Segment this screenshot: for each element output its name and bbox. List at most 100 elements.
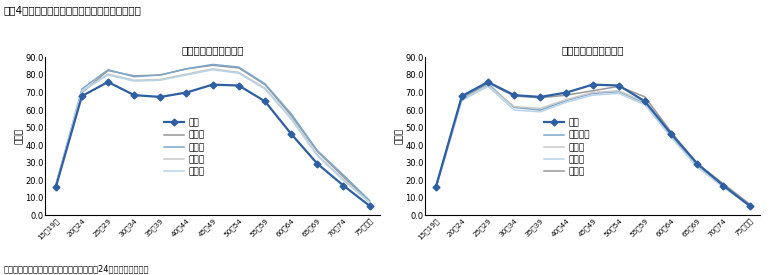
Y-axis label: （％）: （％） bbox=[15, 128, 24, 144]
全国 bbox=[640, 100, 649, 103]
福井県 bbox=[287, 112, 296, 115]
山形県 bbox=[260, 83, 270, 86]
神奈川県 bbox=[666, 134, 676, 137]
大阪府 bbox=[457, 98, 467, 101]
奈良県 bbox=[431, 188, 440, 191]
Legend: 全国, 神奈川県, 大阪府, 奈良県, 東京都: 全国, 神奈川県, 大阪府, 奈良県, 東京都 bbox=[540, 115, 594, 180]
全国 bbox=[666, 132, 676, 135]
山形県 bbox=[103, 69, 112, 72]
福井県 bbox=[365, 199, 374, 202]
Text: （備考）総務省「就業構造基本調査（平成24年）」より作成。: （備考）総務省「就業構造基本調査（平成24年）」より作成。 bbox=[4, 265, 150, 274]
東京都 bbox=[614, 85, 623, 88]
高知県 bbox=[287, 117, 296, 120]
Line: 大阪府: 大阪府 bbox=[436, 86, 749, 205]
山形県 bbox=[234, 66, 243, 70]
Line: 徳島県: 徳島県 bbox=[56, 69, 370, 202]
東京都 bbox=[718, 182, 728, 185]
Line: 東京都: 東京都 bbox=[436, 83, 749, 204]
徳島県 bbox=[208, 67, 217, 70]
全国 bbox=[103, 80, 112, 84]
大阪府 bbox=[536, 107, 545, 110]
徳島県 bbox=[182, 72, 191, 76]
全国 bbox=[693, 162, 702, 165]
Text: 図表4　女性の年齢階級別有業率（都道府県別）: 図表4 女性の年齢階級別有業率（都道府県別） bbox=[4, 6, 142, 15]
福井県 bbox=[78, 87, 87, 91]
奈良県 bbox=[745, 204, 754, 207]
全国 bbox=[339, 184, 348, 187]
福井県 bbox=[312, 149, 322, 152]
全国 bbox=[457, 94, 467, 98]
大阪府 bbox=[614, 89, 623, 92]
神奈川県 bbox=[745, 203, 754, 207]
東京都 bbox=[640, 95, 649, 98]
福井県 bbox=[51, 184, 60, 187]
Line: 高知県: 高知県 bbox=[56, 70, 370, 202]
Line: 全国: 全国 bbox=[53, 79, 372, 208]
大阪府 bbox=[509, 105, 518, 108]
全国 bbox=[484, 80, 493, 84]
徳島県 bbox=[78, 90, 87, 93]
全国 bbox=[287, 132, 296, 135]
奈良県 bbox=[666, 136, 676, 139]
奈良県 bbox=[614, 92, 623, 95]
全国 bbox=[718, 184, 728, 187]
徳島県 bbox=[103, 72, 112, 76]
奈良県 bbox=[588, 94, 598, 97]
福井県 bbox=[260, 82, 270, 86]
Y-axis label: （％）: （％） bbox=[395, 128, 404, 144]
全国 bbox=[509, 94, 518, 97]
福井県 bbox=[129, 75, 139, 78]
徳島県 bbox=[365, 200, 374, 204]
高知県 bbox=[260, 87, 270, 91]
全国 bbox=[745, 204, 754, 207]
山形県 bbox=[365, 200, 374, 203]
全国 bbox=[260, 100, 270, 103]
東京都 bbox=[745, 202, 754, 206]
東京都 bbox=[666, 130, 676, 134]
Line: 全国: 全国 bbox=[433, 79, 752, 208]
全国 bbox=[431, 186, 440, 189]
高知県 bbox=[103, 73, 112, 77]
神奈川県 bbox=[640, 101, 649, 105]
山形県 bbox=[208, 64, 217, 67]
高知県 bbox=[182, 73, 191, 77]
高知県 bbox=[156, 79, 165, 82]
東京都 bbox=[588, 89, 598, 92]
全国 bbox=[129, 94, 139, 97]
東京都 bbox=[457, 95, 467, 98]
福井県 bbox=[339, 174, 348, 177]
徳島県 bbox=[312, 153, 322, 156]
徳島県 bbox=[287, 116, 296, 120]
徳島県 bbox=[51, 184, 60, 187]
大阪府 bbox=[484, 84, 493, 87]
大阪府 bbox=[431, 186, 440, 190]
奈良県 bbox=[484, 85, 493, 88]
全国 bbox=[562, 91, 571, 94]
全国 bbox=[312, 162, 322, 165]
高知県 bbox=[312, 154, 322, 157]
福井県 bbox=[208, 63, 217, 66]
全国 bbox=[182, 91, 191, 94]
山形県 bbox=[129, 74, 139, 78]
大阪府 bbox=[588, 91, 598, 94]
神奈川県 bbox=[431, 186, 440, 190]
山形県 bbox=[312, 150, 322, 153]
神奈川県 bbox=[614, 90, 623, 93]
高知県 bbox=[51, 184, 60, 187]
東京都 bbox=[484, 81, 493, 84]
大阪府 bbox=[718, 183, 728, 186]
全国 bbox=[234, 84, 243, 87]
高知県 bbox=[129, 79, 139, 83]
神奈川県 bbox=[509, 106, 518, 109]
東京都 bbox=[562, 94, 571, 97]
大阪府 bbox=[562, 98, 571, 101]
Line: 奈良県: 奈良県 bbox=[436, 86, 749, 206]
奈良県 bbox=[718, 186, 728, 189]
Title: （１）　Ｍ字が浅い県: （１） Ｍ字が浅い県 bbox=[181, 45, 244, 55]
高知県 bbox=[365, 200, 374, 204]
奈良県 bbox=[640, 103, 649, 106]
高知県 bbox=[208, 68, 217, 71]
福井県 bbox=[234, 65, 243, 69]
徳島県 bbox=[260, 87, 270, 90]
全国 bbox=[536, 95, 545, 98]
